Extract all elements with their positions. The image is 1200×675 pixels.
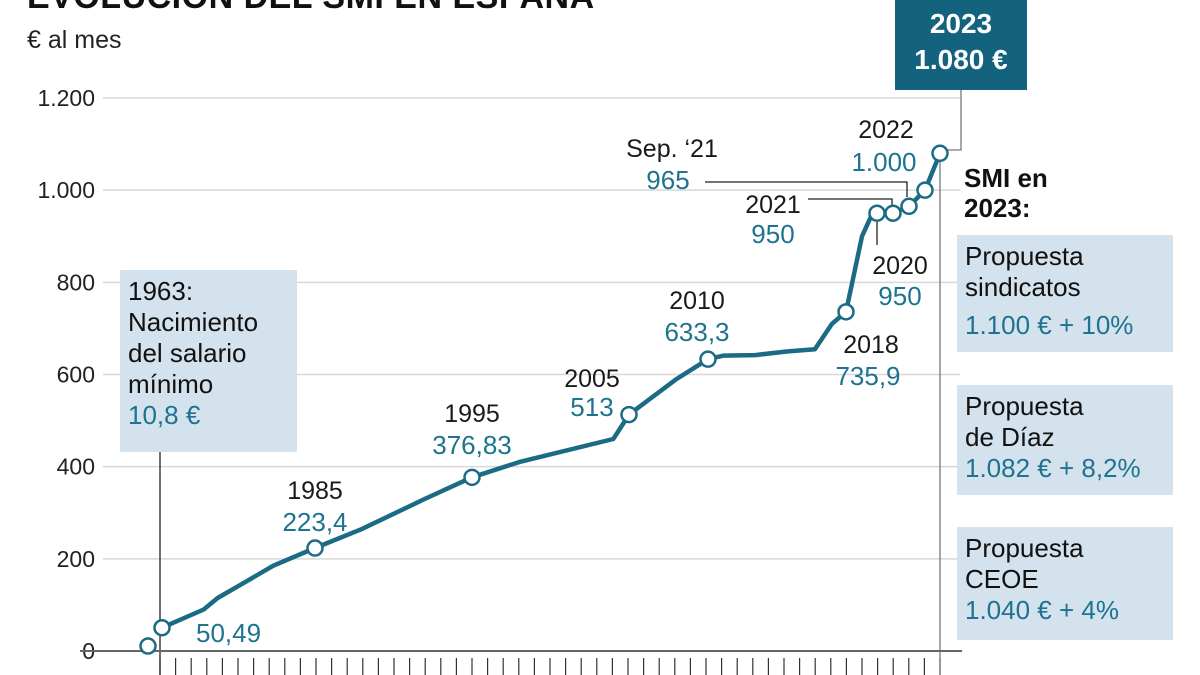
data-marker — [868, 204, 886, 222]
label-value-2010: 633,3 — [664, 317, 729, 347]
label-value-sep21: 965 — [646, 165, 689, 195]
y-tick-label: 800 — [57, 269, 95, 295]
side-panel-heading: SMI en 2023: — [964, 163, 1048, 223]
proposal-diaz: Propuesta de Díaz 1.082 € + 8,2% — [957, 385, 1173, 495]
label-year-2018: 2018 — [843, 331, 899, 359]
y-tick-label: 1.000 — [37, 177, 95, 203]
label-value-2005: 513 — [570, 392, 613, 422]
label-year-2021: 2021 — [745, 191, 801, 219]
proposal-line1: Propuesta — [965, 533, 1084, 563]
proposal-value: 1.040 € + 4% — [965, 595, 1119, 625]
proposal-value: 1.100 € + 10% — [965, 310, 1134, 340]
side-heading-line2: 2023: — [964, 193, 1031, 223]
data-marker — [884, 204, 902, 222]
leader-lines — [159, 90, 962, 675]
data-marker — [139, 637, 157, 655]
proposal-ceoe: Propuesta CEOE 1.040 € + 4% — [957, 527, 1173, 640]
label-year-2005: 2005 — [564, 365, 620, 393]
data-marker — [306, 539, 324, 557]
data-marker — [931, 144, 949, 163]
label-value-1985: 223,4 — [282, 507, 347, 537]
data-marker — [699, 350, 717, 368]
data-markers — [139, 144, 949, 655]
y-tick-label: 600 — [57, 362, 95, 388]
annotation-1963-text3: mínimo — [128, 369, 214, 399]
proposal-line1: Propuesta — [965, 241, 1084, 271]
proposal-line2: sindicatos — [965, 272, 1081, 302]
highlight-2023-box: 2023 1.080 € — [895, 0, 1027, 90]
leader-2021 — [808, 198, 893, 206]
proposal-value: 1.082 € + 8,2% — [965, 453, 1141, 483]
data-marker — [463, 468, 481, 487]
annotation-1963-text1: Nacimiento — [128, 307, 259, 337]
label-year-2010: 2010 — [669, 287, 725, 315]
highlight-2023-value: 1.080 € — [914, 44, 1008, 75]
data-marker — [900, 197, 918, 216]
label-value-2020: 950 — [878, 281, 921, 311]
label-year-2022: 2022 — [858, 116, 914, 144]
label-year-1995: 1995 — [444, 400, 500, 428]
annotation-1963-box: 1963: Nacimiento del salario mínimo 10,8… — [120, 270, 297, 452]
annotation-1963-value: 10,8 € — [128, 400, 201, 430]
y-tick-label: 1.200 — [37, 85, 95, 111]
side-heading-line1: SMI en — [964, 163, 1048, 193]
data-marker — [620, 405, 638, 424]
proposal-line2: CEOE — [965, 564, 1039, 594]
annotation-1963-year: 1963: — [128, 276, 194, 306]
leader-sep21 — [705, 181, 908, 197]
leader-2023-box — [948, 90, 962, 151]
y-axis-unit: € al mes — [27, 26, 122, 54]
label-value-2018: 735,9 — [835, 361, 900, 391]
proposal-sindicatos: Propuesta sindicatos 1.100 € + 10% — [957, 235, 1173, 352]
label-value-5049: 50,49 — [196, 618, 261, 648]
y-tick-label: 200 — [57, 546, 95, 572]
highlight-2023-year: 2023 — [929, 8, 993, 39]
x-tick-marks — [159, 658, 941, 675]
y-tick-label: 400 — [57, 454, 95, 480]
proposal-line2: de Díaz — [965, 422, 1055, 452]
data-marker — [153, 618, 171, 637]
label-year-sep21: Sep. ‘21 — [626, 135, 718, 163]
label-year-2020: 2020 — [872, 252, 928, 280]
label-value-1995: 376,83 — [432, 430, 512, 460]
annotation-1963-text2: del salario — [128, 338, 247, 368]
data-marker — [916, 181, 934, 199]
label-value-2022: 1.000 — [851, 147, 916, 177]
label-year-1985: 1985 — [287, 477, 343, 505]
proposal-line1: Propuesta — [965, 391, 1084, 421]
data-marker — [837, 303, 855, 321]
label-value-2021: 950 — [751, 219, 794, 249]
gridlines — [103, 97, 960, 560]
chart-title: EVOLUCIÓN DEL SMI EN ESPAÑA — [27, 0, 595, 17]
